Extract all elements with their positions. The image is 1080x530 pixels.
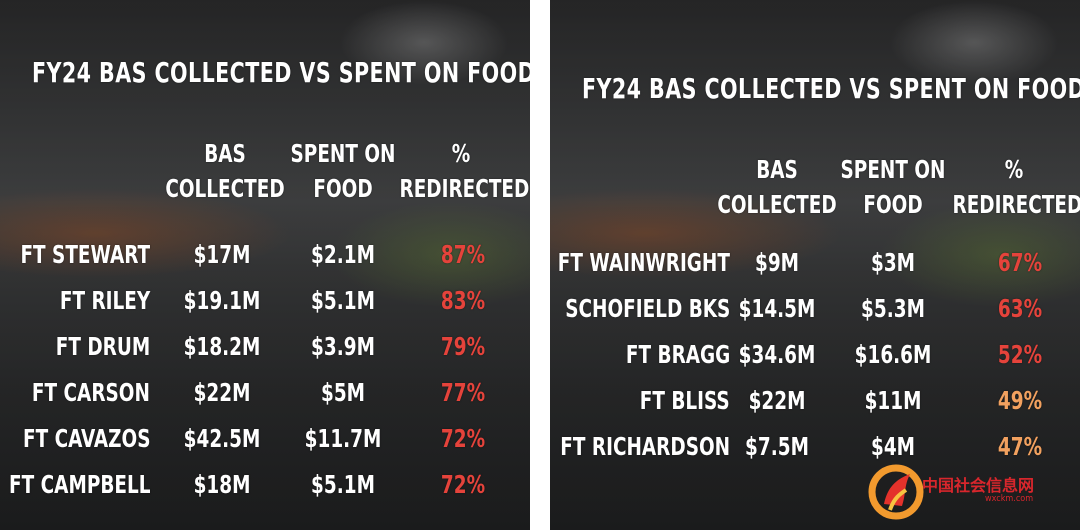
left-row-1-bas: $19.1M (183, 286, 261, 315)
right-row-4-location: FT RICHARDSON (560, 432, 730, 461)
left-row-2-bas: $18.2M (183, 332, 261, 361)
left-row-5-location: FT CAMPBELL (8, 470, 150, 499)
left-row-0-spent: $2.1M (311, 240, 375, 269)
right-row-0-pct: 67% (997, 248, 1043, 277)
right-row-0-location: FT WAINWRIGHT (557, 248, 730, 277)
left-row-0-pct: 87% (440, 240, 486, 269)
left-row-5-pct: 72% (440, 470, 486, 499)
left-row-0-location: FT STEWART (20, 240, 150, 269)
left-row-3-spent: $5M (320, 378, 366, 407)
right-row-4-bas: $7.5M (745, 432, 809, 461)
left-panel: FY24 BAS COLLECTED VS SPENT ON FOOD BAS C… (0, 0, 530, 530)
left-row-5-spent: $5.1M (311, 470, 375, 499)
right-row-4-pct: 47% (997, 432, 1043, 461)
left-row-4-spent: $11.7M (304, 424, 382, 453)
right-row-0-spent: $3M (870, 248, 916, 277)
watermark-subtext: wxckm.com (985, 494, 1034, 504)
right-row-3-bas: $22M (748, 386, 806, 415)
left-row-2-location: FT DRUM (55, 332, 150, 361)
right-row-0-bas: $9M (754, 248, 800, 277)
left-row-1-pct: 83% (440, 286, 486, 315)
left-row-5-bas: $18M (193, 470, 251, 499)
left-header-pct: % REDIRECTED (399, 139, 530, 203)
right-row-1-location: SCHOFIELD BKS (564, 294, 730, 323)
right-row-2-pct: 52% (997, 340, 1043, 369)
left-row-2-spent: $3.9M (311, 332, 375, 361)
right-row-3-location: FT BLISS (640, 386, 730, 415)
right-row-1-pct: 63% (997, 294, 1043, 323)
right-row-3-pct: 49% (997, 386, 1043, 415)
left-row-4-bas: $42.5M (183, 424, 261, 453)
left-row-3-bas: $22M (193, 378, 251, 407)
left-row-4-pct: 72% (440, 424, 486, 453)
right-row-1-bas: $14.5M (738, 294, 816, 323)
right-header-bas: BAS COLLECTED (717, 155, 837, 219)
right-row-3-spent: $11M (864, 386, 922, 415)
right-row-2-spent: $16.6M (854, 340, 932, 369)
right-row-1-spent: $5.3M (861, 294, 925, 323)
left-row-0-bas: $17M (193, 240, 251, 269)
left-header-spent: SPENT ON FOOD (290, 139, 396, 203)
left-row-3-location: FT CARSON (31, 378, 150, 407)
left-title: FY24 BAS COLLECTED VS SPENT ON FOOD (32, 56, 530, 89)
left-row-3-pct: 77% (440, 378, 486, 407)
left-row-4-location: FT CAVAZOS (22, 424, 150, 453)
right-row-2-bas: $34.6M (738, 340, 816, 369)
right-header-pct: % REDIRECTED (952, 155, 1080, 219)
watermark-text: 中国社会信息网 (922, 476, 1035, 495)
left-row-1-location: FT RILEY (59, 286, 150, 315)
right-header-spent: SPENT ON FOOD (840, 155, 946, 219)
left-row-1-spent: $5.1M (311, 286, 375, 315)
left-header-bas: BAS COLLECTED (165, 139, 285, 203)
right-row-2-location: FT BRAGG (625, 340, 730, 369)
watermark-logo-icon (868, 464, 924, 520)
right-panel: FY24 BAS COLLECTED VS SPENT ON FOOD BAS C… (550, 0, 1080, 530)
left-row-2-pct: 79% (440, 332, 486, 361)
right-row-4-spent: $4M (870, 432, 916, 461)
right-title: FY24 BAS COLLECTED VS SPENT ON FOOD (582, 72, 1080, 105)
